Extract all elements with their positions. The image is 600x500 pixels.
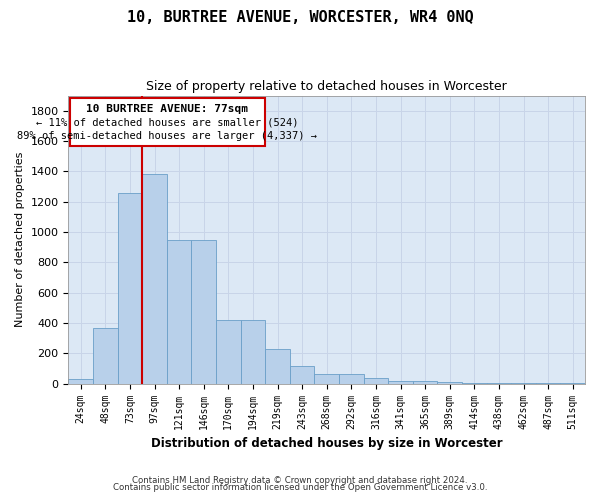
Bar [265,349,290,384]
X-axis label: Distribution of detached houses by size in Worcester: Distribution of detached houses by size … [151,437,503,450]
Text: 89% of semi-detached houses are larger (4,337) →: 89% of semi-detached houses are larger (… [17,131,317,141]
Bar [216,320,241,384]
Bar [142,174,167,384]
Bar [437,382,462,384]
Bar [364,378,388,384]
Y-axis label: Number of detached properties: Number of detached properties [15,152,25,328]
Bar [93,328,118,384]
Bar [487,383,511,384]
Bar [191,240,216,384]
Bar [68,379,93,384]
Text: ← 11% of detached houses are smaller (524): ← 11% of detached houses are smaller (52… [36,118,299,128]
Text: 10, BURTREE AVENUE, WORCESTER, WR4 0NQ: 10, BURTREE AVENUE, WORCESTER, WR4 0NQ [127,10,473,25]
Bar [241,320,265,384]
Bar [560,383,585,384]
Bar [167,240,191,384]
Bar [118,192,142,384]
Bar [314,374,339,384]
Bar [388,380,413,384]
Bar [339,374,364,384]
Text: Contains HM Land Registry data © Crown copyright and database right 2024.: Contains HM Land Registry data © Crown c… [132,476,468,485]
Bar [290,366,314,384]
Text: 10 BURTREE AVENUE: 77sqm: 10 BURTREE AVENUE: 77sqm [86,104,248,114]
Bar [70,98,265,146]
Bar [462,383,487,384]
Text: Contains public sector information licensed under the Open Government Licence v3: Contains public sector information licen… [113,484,487,492]
Bar [413,382,437,384]
Title: Size of property relative to detached houses in Worcester: Size of property relative to detached ho… [146,80,507,93]
